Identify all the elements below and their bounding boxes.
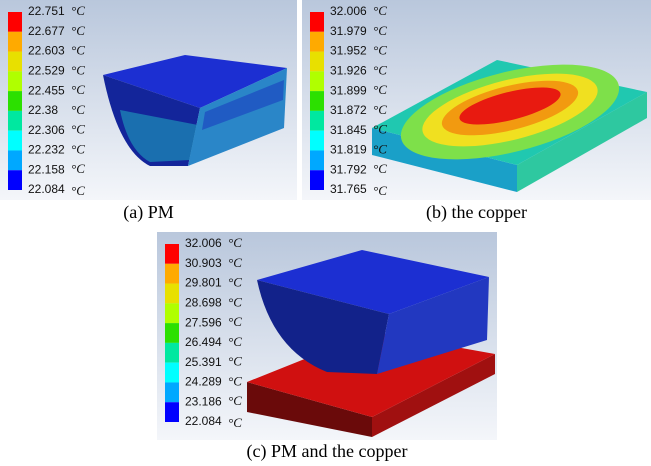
legend-label: 22.455 <box>28 83 65 97</box>
legend-unit: °C <box>373 23 387 38</box>
legend-label: 24.289 <box>185 375 222 389</box>
legend-label: 26.494 <box>185 335 222 349</box>
legend-unit: °C <box>228 373 242 388</box>
legend-unit: °C <box>373 161 387 176</box>
legend-swatch <box>8 12 22 32</box>
legend-label: 31.765 <box>330 182 367 196</box>
legend-unit: °C <box>228 354 242 369</box>
legend-unit: °C <box>228 314 242 329</box>
legend-unit: °C <box>373 183 387 198</box>
legend-unit: °C <box>228 255 242 270</box>
legend-label: 31.952 <box>330 44 367 58</box>
figure: 22.751 °C 22.677 °C 22.603 °C 22.529 °C 22.455 °C… <box>0 0 651 466</box>
legend-label: 22.232 <box>28 143 65 157</box>
legend-label: 22.38 <box>28 103 58 117</box>
legend-swatch <box>165 382 179 402</box>
legend-unit: °C <box>373 62 387 77</box>
panel-pm: 22.751 °C 22.677 °C 22.603 °C 22.529 °C 22.455 °C… <box>0 0 297 200</box>
legend-unit: °C <box>71 43 85 58</box>
legend-label: 23.186 <box>185 394 222 408</box>
legend-label: 30.903 <box>185 256 222 270</box>
legend-unit: °C <box>228 334 242 349</box>
legend-label: 31.899 <box>330 83 367 97</box>
legend-swatch <box>8 71 22 91</box>
legend-label: 22.603 <box>28 44 65 58</box>
legend-label: 31.979 <box>330 24 367 38</box>
legend-label: 31.926 <box>330 64 367 78</box>
legend-unit: °C <box>228 415 242 430</box>
legend-unit: °C <box>228 275 242 290</box>
legend-label: 31.819 <box>330 143 367 157</box>
legend-swatch <box>310 111 324 131</box>
legend-swatch <box>165 402 179 422</box>
panel-combined: 32.006 °C 30.903 °C 29.801 °C 28.698 °C 27.596 °C… <box>157 232 497 440</box>
legend-swatch <box>310 91 324 111</box>
legend-label: 28.698 <box>185 296 222 310</box>
legend-label: 25.391 <box>185 355 222 369</box>
legend-unit: °C <box>373 102 387 117</box>
legend-unit: °C <box>71 161 85 176</box>
legend-swatch <box>8 52 22 72</box>
legend-label: 22.306 <box>28 123 65 137</box>
legend-unit: °C <box>71 122 85 137</box>
legend-swatch <box>165 303 179 323</box>
legend-swatch <box>165 284 179 304</box>
legend-swatch <box>165 244 179 264</box>
legend-unit: °C <box>71 102 85 117</box>
legend-swatch <box>8 111 22 131</box>
legend-swatch <box>310 12 324 32</box>
legend-swatch <box>8 91 22 111</box>
legend-unit: °C <box>71 183 85 198</box>
legend-swatch <box>165 323 179 343</box>
legend-label: 32.006 <box>330 4 367 18</box>
legend-label: 22.084 <box>28 182 65 196</box>
legend-unit: °C <box>71 141 85 156</box>
legend-swatch <box>310 71 324 91</box>
legend-label: 22.751 <box>28 4 65 18</box>
legend-swatch <box>310 150 324 170</box>
legend-unit: °C <box>228 235 242 250</box>
legend-unit: °C <box>228 294 242 309</box>
legend-swatch <box>310 131 324 151</box>
legend-swatch <box>310 170 324 190</box>
legend-unit: °C <box>71 3 85 18</box>
legend-swatch <box>165 363 179 383</box>
legend-unit: °C <box>71 82 85 97</box>
legend-label: 31.872 <box>330 103 367 117</box>
legend-swatch <box>310 52 324 72</box>
legend-label: 22.529 <box>28 64 65 78</box>
legend-unit: °C <box>373 141 387 156</box>
legend-swatch <box>8 150 22 170</box>
panel-copper: 32.006 °C 31.979 °C 31.952 °C 31.926 °C 31.899 °C… <box>302 0 651 200</box>
legend-label: 22.677 <box>28 24 65 38</box>
legend-label: 29.801 <box>185 276 222 290</box>
legend-swatch <box>310 32 324 52</box>
legend-swatch <box>165 264 179 284</box>
legend-label: 31.792 <box>330 162 367 176</box>
legend-label: 32.006 <box>185 236 222 250</box>
caption: (c) PM and the copper <box>157 441 497 462</box>
caption: (b) the copper <box>302 202 651 223</box>
legend-unit: °C <box>373 122 387 137</box>
legend-unit: °C <box>71 23 85 38</box>
caption: (a) PM <box>0 202 297 223</box>
legend-unit: °C <box>373 82 387 97</box>
legend-label: 22.084 <box>185 414 222 428</box>
legend-label: 27.596 <box>185 315 222 329</box>
legend-swatch <box>8 32 22 52</box>
legend-unit: °C <box>373 43 387 58</box>
legend-unit: °C <box>373 3 387 18</box>
legend-label: 31.845 <box>330 123 367 137</box>
legend-unit: °C <box>71 62 85 77</box>
legend-swatch <box>8 131 22 151</box>
legend-swatch <box>8 170 22 190</box>
legend-unit: °C <box>228 393 242 408</box>
legend-label: 22.158 <box>28 162 65 176</box>
legend-swatch <box>165 343 179 363</box>
